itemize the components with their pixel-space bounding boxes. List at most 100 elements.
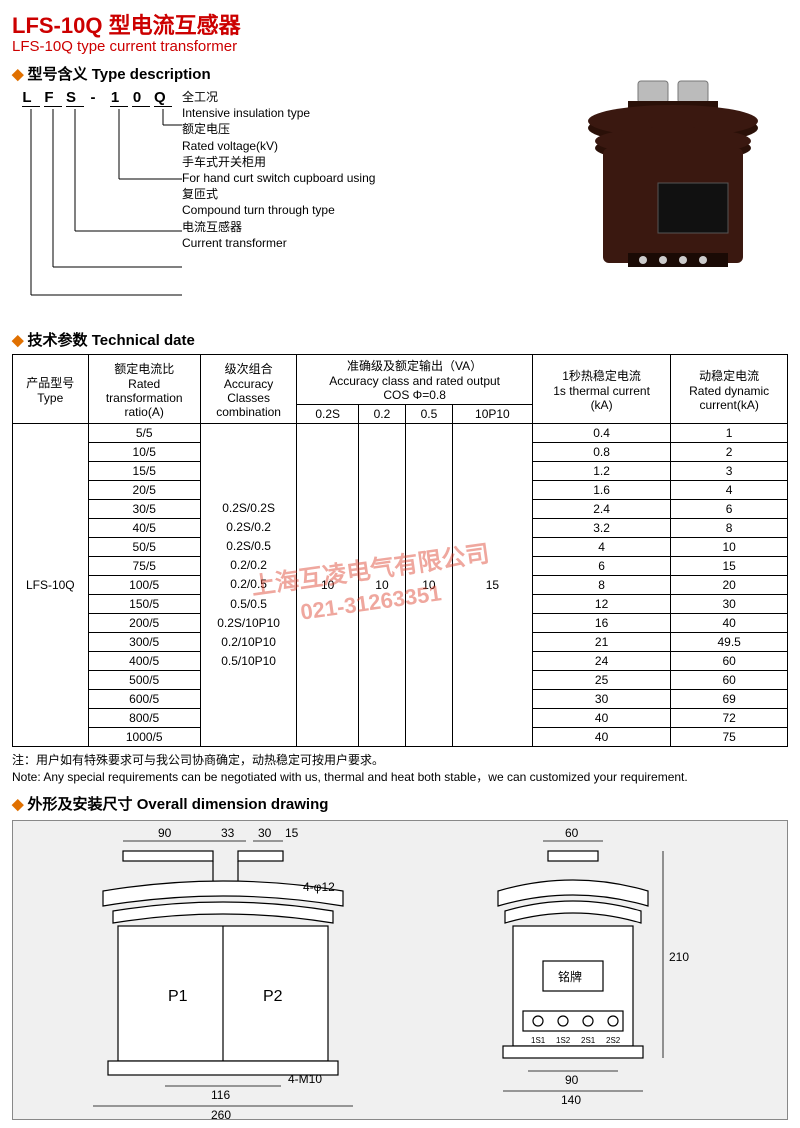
- table-cell: 10P10: [452, 405, 532, 424]
- table-cell: 1.6: [532, 481, 670, 500]
- type-letter: 1: [110, 89, 128, 107]
- table-cell: 1000/5: [88, 728, 200, 747]
- svg-text:210: 210: [669, 950, 689, 964]
- svg-text:30: 30: [258, 826, 272, 840]
- table-cell: 40/5: [88, 519, 200, 538]
- type-desc-line: 复匝式: [182, 186, 375, 202]
- type-letter: F: [44, 89, 62, 107]
- table-cell: 额定电流比 Rated transformation ratio(A): [88, 355, 200, 424]
- svg-text:116: 116: [211, 1088, 230, 1102]
- table-cell: 10/5: [88, 443, 200, 462]
- table-cell: 30: [671, 595, 788, 614]
- table-cell: 0.8: [532, 443, 670, 462]
- table-cell: 8: [532, 576, 670, 595]
- table-cell: 150/5: [88, 595, 200, 614]
- svg-text:1S2: 1S2: [556, 1036, 571, 1045]
- product-photo: [558, 73, 778, 293]
- title-cn: LFS-10Q 型电流互感器: [12, 8, 788, 40]
- svg-text:33: 33: [221, 826, 235, 840]
- table-cell: 100/5: [88, 576, 200, 595]
- table-cell: 60: [671, 671, 788, 690]
- table-cell: 40: [532, 728, 670, 747]
- diamond-icon: ◆: [12, 332, 24, 349]
- table-cell: 4: [532, 538, 670, 557]
- type-desc-line: 电流互感器: [182, 219, 375, 235]
- table-cell: 动稳定电流 Rated dynamic current(kA): [671, 355, 788, 424]
- type-desc-line: 全工况: [182, 89, 375, 105]
- table-cell: 40: [532, 709, 670, 728]
- svg-text:4-M10: 4-M10: [288, 1072, 322, 1086]
- section-dimension-drawing: ◆外形及安装尺寸 Overall dimension drawing: [12, 793, 788, 814]
- table-cell: 30: [532, 690, 670, 709]
- table-cell: 8: [671, 519, 788, 538]
- svg-text:2S1: 2S1: [581, 1036, 596, 1045]
- svg-text:60: 60: [565, 826, 579, 840]
- table-cell: 49.5: [671, 633, 788, 652]
- dimension-drawing: P1 P2 90 33 30 15 4-φ12 116 4-M10 260: [12, 820, 788, 1120]
- technical-data-table: 产品型号 Type额定电流比 Rated transformation rati…: [12, 354, 788, 747]
- section-technical-data: ◆技术参数 Technical date: [12, 329, 788, 350]
- table-cell: 3: [671, 462, 788, 481]
- table-cell: 60: [671, 652, 788, 671]
- table-cell: 5/5: [88, 424, 200, 443]
- table-cell: 2.4: [532, 500, 670, 519]
- table-cell: 200/5: [88, 614, 200, 633]
- table-cell: 10: [297, 424, 359, 747]
- title-en: LFS-10Q type current transformer: [12, 38, 788, 55]
- type-desc-line: 手车式开关柜用: [182, 154, 375, 170]
- svg-text:1S1: 1S1: [531, 1036, 546, 1045]
- type-desc-line: Current transformer: [182, 235, 375, 251]
- table-cell: 3.2: [532, 519, 670, 538]
- type-desc-line: Rated voltage(kV): [182, 138, 375, 154]
- table-cell: 40: [671, 614, 788, 633]
- svg-text:90: 90: [565, 1073, 579, 1087]
- table-cell: 产品型号 Type: [13, 355, 89, 424]
- table-cell: 1秒热稳定电流 1s thermal current (kA): [532, 355, 670, 424]
- table-cell: 15: [452, 424, 532, 747]
- svg-text:260: 260: [211, 1108, 231, 1121]
- table-cell: 20/5: [88, 481, 200, 500]
- note-cn: 注：用户如有特殊要求可与我公司协商确定，动热稳定可按用户要求。: [12, 751, 788, 768]
- table-cell: 6: [532, 557, 670, 576]
- type-desc-line: Intensive insulation type: [182, 105, 375, 121]
- svg-text:15: 15: [285, 826, 299, 840]
- table-cell: 21: [532, 633, 670, 652]
- table-cell: 6: [671, 500, 788, 519]
- table-cell: 24: [532, 652, 670, 671]
- type-desc-line: For hand curt switch cupboard using: [182, 170, 375, 186]
- svg-text:P1: P1: [168, 988, 188, 1005]
- table-cell: 4: [671, 481, 788, 500]
- table-cell: 0.5: [405, 405, 452, 424]
- table-cell: 20: [671, 576, 788, 595]
- table-cell: 25: [532, 671, 670, 690]
- type-letter: S: [66, 89, 84, 107]
- table-cell: 1.2: [532, 462, 670, 481]
- table-cell: 30/5: [88, 500, 200, 519]
- table-cell: 800/5: [88, 709, 200, 728]
- table-cell: 10: [405, 424, 452, 747]
- table-cell: 500/5: [88, 671, 200, 690]
- svg-text:铭牌: 铭牌: [558, 969, 582, 984]
- table-cell: 75/5: [88, 557, 200, 576]
- svg-text:140: 140: [561, 1093, 581, 1107]
- table-cell: 10: [358, 424, 405, 747]
- type-leader-lines: [22, 109, 182, 319]
- table-cell: 72: [671, 709, 788, 728]
- table-cell: 600/5: [88, 690, 200, 709]
- table-cell: 12: [532, 595, 670, 614]
- table-cell: 69: [671, 690, 788, 709]
- table-cell: 15: [671, 557, 788, 576]
- note-en: Note: Any special requirements can be ne…: [12, 768, 788, 785]
- type-desc-line: Compound turn through type: [182, 202, 375, 218]
- type-letter: -: [88, 89, 106, 106]
- type-letters: LFS-10Q: [22, 89, 176, 107]
- type-letter: Q: [154, 89, 172, 107]
- type-letter: L: [22, 89, 40, 107]
- table-cell: 15/5: [88, 462, 200, 481]
- diamond-icon: ◆: [12, 66, 24, 83]
- svg-text:P2: P2: [263, 988, 283, 1005]
- diamond-icon: ◆: [12, 796, 24, 813]
- table-cell: 1: [671, 424, 788, 443]
- table-cell: 16: [532, 614, 670, 633]
- table-cell: 10: [671, 538, 788, 557]
